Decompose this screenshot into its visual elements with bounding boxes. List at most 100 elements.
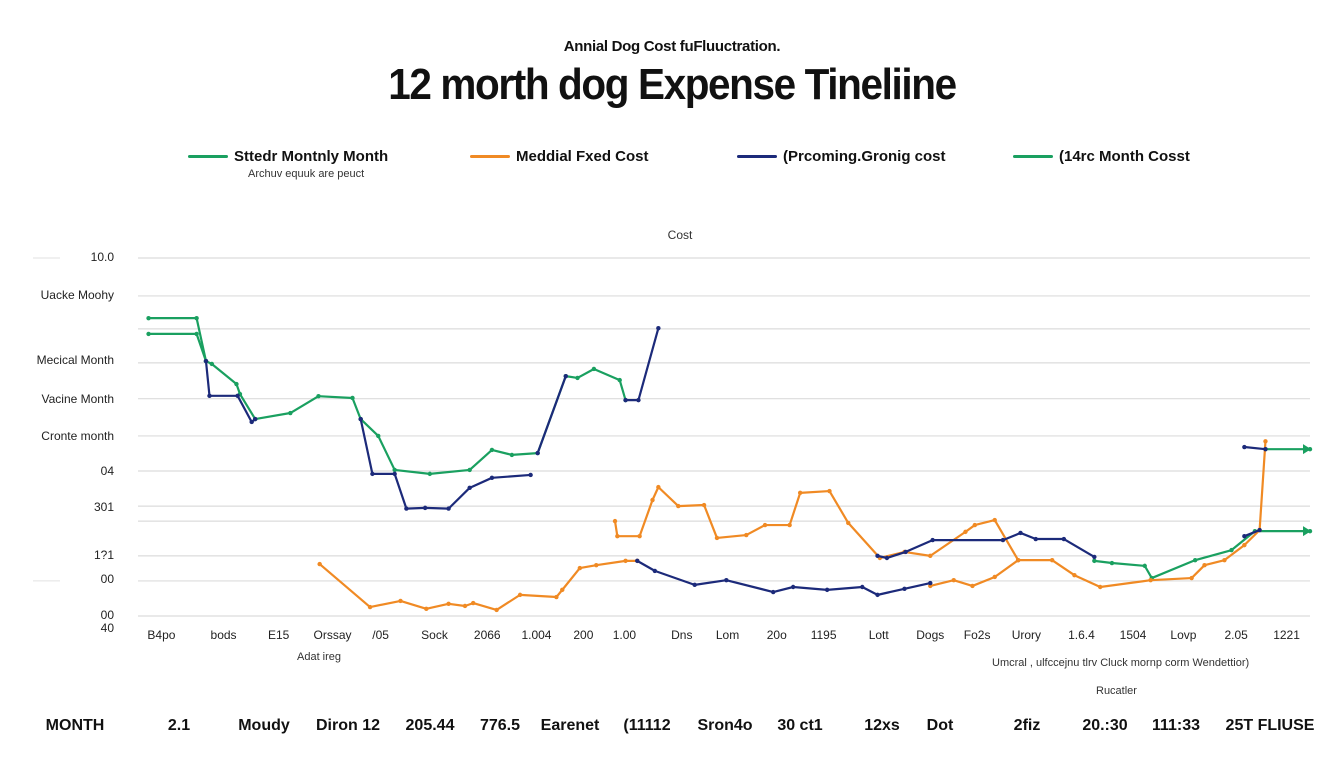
data-point — [787, 522, 792, 528]
data-point — [209, 361, 215, 367]
data-point — [1263, 439, 1268, 444]
data-point — [470, 600, 476, 606]
x-tick-label: 200 — [573, 628, 594, 642]
y-tick-label: Mecical Month — [36, 353, 114, 368]
data-point — [350, 395, 355, 401]
data-point — [535, 450, 540, 456]
data-point — [489, 475, 495, 481]
x-tick-label: Dns — [671, 628, 693, 642]
x-tick-label: 20o — [766, 628, 787, 642]
legend-item-upcoming-chronic[interactable]: (Prcoming.Gronig cost — [737, 148, 946, 165]
data-point — [1242, 533, 1247, 539]
data-point — [970, 583, 975, 589]
data-point — [424, 606, 429, 612]
data-point — [762, 522, 768, 528]
data-point — [827, 488, 832, 494]
data-point — [194, 315, 199, 321]
data-point — [1192, 557, 1198, 563]
data-point — [489, 447, 495, 453]
data-point — [517, 592, 523, 598]
x-tick-label: Orssay — [313, 628, 352, 642]
legend-item-medical-fixed[interactable]: Meddial Fxed Cost — [470, 148, 649, 165]
data-point — [427, 471, 433, 477]
data-point — [560, 587, 565, 593]
legend-swatch-green-2 — [1013, 155, 1053, 158]
data-point — [992, 517, 997, 523]
legend-swatch-orange — [470, 155, 510, 158]
data-point — [1015, 557, 1021, 563]
x-tick-label: Urory — [1011, 628, 1042, 642]
series-line-2-seg-6 — [1243, 529, 1261, 538]
data-point — [317, 561, 322, 567]
data-point — [234, 381, 239, 387]
x-tick-label: Lott — [868, 628, 889, 642]
data-point — [467, 467, 472, 473]
y-tick-label: 00 — [100, 572, 114, 587]
bottom-row-item: Diron 12 — [315, 717, 381, 734]
series-line-2-seg-4 — [636, 559, 931, 596]
data-point — [652, 568, 658, 574]
data-point — [650, 497, 655, 503]
x-tick-label: 2066 — [473, 628, 501, 642]
data-point — [824, 587, 830, 593]
data-point — [1092, 558, 1097, 564]
legend-item-month-cost[interactable]: (14rc Month Cosst — [1013, 148, 1190, 165]
data-point — [636, 397, 641, 403]
data-point — [1263, 446, 1268, 452]
data-point — [367, 604, 373, 610]
bottom-row-item: 2.1 — [167, 717, 191, 734]
bottom-row-item: Moudy — [238, 717, 290, 734]
x-axis-note-left: Adat ireg — [297, 651, 342, 663]
bottom-row-item: MONTH — [45, 717, 105, 734]
data-point — [1242, 542, 1247, 548]
data-point — [992, 574, 997, 580]
data-point — [594, 562, 599, 568]
data-point — [1202, 562, 1207, 568]
bottom-row-item: 776.5 — [479, 717, 521, 734]
series-line-1-seg-2 — [930, 559, 1019, 588]
data-point — [1109, 560, 1115, 566]
data-point — [316, 393, 321, 399]
data-point — [623, 558, 628, 564]
bottom-row-item: 25T FLIUSE — [1225, 717, 1315, 734]
data-point — [253, 416, 258, 422]
data-point — [446, 506, 451, 511]
data-point — [797, 490, 803, 496]
data-point — [771, 589, 776, 595]
x-tick-label: 2.05 — [1224, 628, 1248, 642]
data-point — [563, 373, 568, 379]
data-point — [692, 582, 697, 588]
data-point — [528, 472, 533, 478]
data-point — [860, 584, 865, 590]
legend-note: Archuv equuk are peuct — [248, 168, 365, 180]
data-point — [554, 594, 559, 600]
series-line-2-seg-0 — [204, 360, 256, 424]
y-tick-label: 10.0 — [90, 250, 114, 264]
data-point — [635, 558, 640, 564]
data-point — [146, 315, 151, 321]
data-point — [288, 410, 293, 416]
data-point — [146, 331, 151, 337]
data-point — [398, 598, 403, 604]
x-tick-label: 1.00 — [612, 628, 637, 642]
series-line-2-seg-3 — [625, 327, 660, 402]
data-point — [249, 419, 254, 425]
data-point — [1018, 530, 1023, 536]
legend-item-steady-monthly[interactable]: Sttedr Montnly Month — [188, 148, 388, 165]
data-point — [575, 375, 580, 381]
data-point — [1072, 572, 1077, 578]
bottom-row-item: 111:33 — [1151, 717, 1201, 734]
bottom-row-item: Earenet — [540, 717, 600, 734]
data-point — [1148, 578, 1153, 583]
data-point — [676, 503, 681, 509]
chart-subtitle: Annial Dog Cost fuFluuctration. — [563, 38, 781, 55]
series-line-1-seg-0 — [318, 559, 638, 612]
data-point — [207, 393, 212, 399]
data-point — [509, 452, 515, 458]
data-point — [577, 565, 583, 571]
data-point — [422, 505, 428, 511]
x-tick-label: B4po — [147, 628, 176, 642]
legend-label: Sttedr Montnly Month — [234, 148, 389, 165]
data-point — [494, 607, 499, 613]
